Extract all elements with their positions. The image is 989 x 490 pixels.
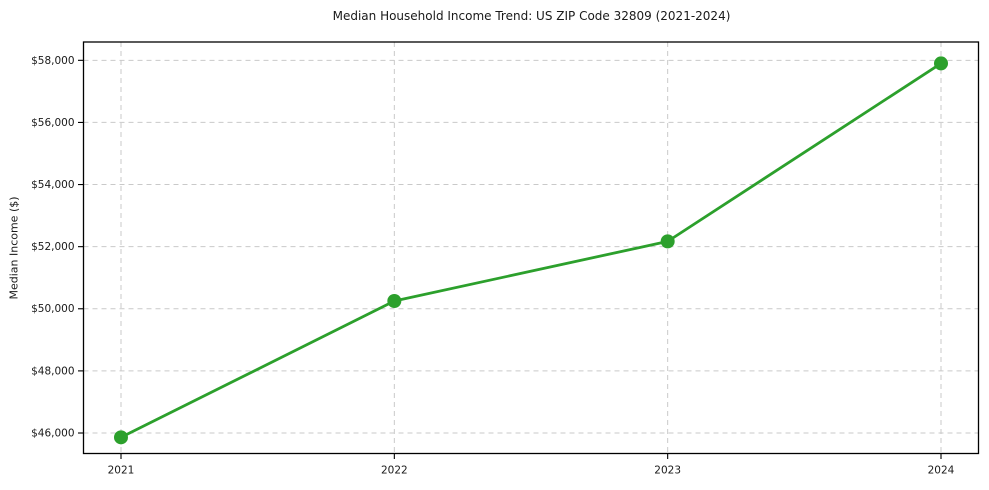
data-point-marker [387, 294, 402, 309]
data-point-marker [660, 234, 675, 249]
y-tick-label: $48,000 [31, 365, 74, 377]
y-tick-label: $46,000 [31, 427, 74, 439]
y-tick-label: $58,000 [31, 55, 74, 67]
x-tick-label: 2021 [108, 465, 135, 477]
x-tick-label: 2022 [381, 465, 408, 477]
y-tick-label: $56,000 [31, 117, 74, 129]
y-tick-label: $50,000 [31, 303, 74, 315]
chart-title: Median Household Income Trend: US ZIP Co… [332, 9, 731, 23]
x-tick-label: 2024 [928, 465, 955, 477]
income-trend-line [119, 62, 943, 439]
data-point-marker [934, 56, 948, 71]
plot-frame [82, 41, 980, 455]
data-point-marker [114, 430, 128, 445]
x-tick-label: 2023 [654, 465, 681, 477]
y-tick-label: $54,000 [31, 179, 74, 191]
y-tick-label: $52,000 [31, 241, 74, 253]
